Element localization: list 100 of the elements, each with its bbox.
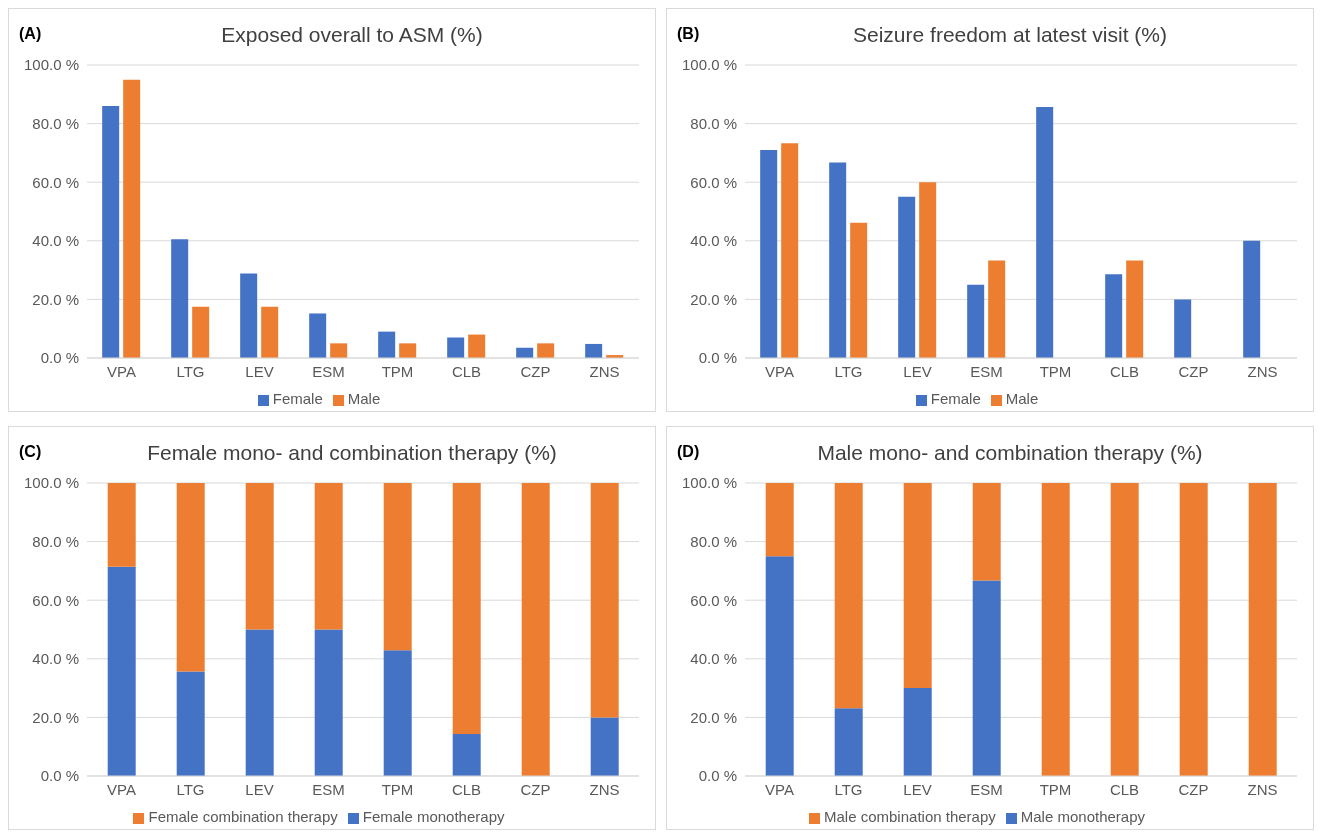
bar	[245, 629, 274, 776]
x-tick-label: ESM	[970, 362, 1003, 380]
x-tick-label: CLB	[1109, 362, 1140, 380]
x-tick-label: ESM	[312, 780, 345, 798]
y-tick-label: 40.0 %	[690, 650, 737, 668]
x-tick-label: CZP	[1178, 780, 1209, 798]
x-tick-label: CZP	[1178, 362, 1209, 380]
x-tick-label: LEV	[245, 362, 274, 380]
x-tick-label: LTG	[834, 780, 863, 798]
x-tick-label: VPA	[107, 362, 136, 380]
bar	[850, 222, 868, 358]
x-tick-label: CZP	[520, 780, 551, 798]
bar	[240, 273, 258, 358]
bar	[171, 239, 189, 358]
bar	[967, 284, 985, 358]
bar	[102, 106, 120, 358]
bar	[1126, 260, 1144, 358]
x-tick-label: VPA	[107, 780, 136, 798]
bar	[330, 343, 348, 358]
bar	[1105, 274, 1123, 358]
bar	[919, 182, 937, 358]
legend-label: Female monotherapy	[362, 808, 505, 825]
legend-label: Male	[1005, 390, 1039, 407]
x-tick-label: CLB	[451, 362, 482, 380]
y-tick-label: 60.0 %	[690, 591, 737, 609]
x-tick-label: LEV	[245, 780, 274, 798]
bar	[192, 306, 210, 358]
chart-title: Female mono- and combination therapy (%)	[146, 441, 558, 465]
bar	[765, 483, 794, 557]
bar	[829, 162, 847, 358]
bar	[399, 343, 417, 358]
legend-label: Female	[272, 390, 323, 407]
bar	[585, 343, 603, 358]
bar	[972, 483, 1001, 581]
bar	[834, 483, 863, 709]
bar	[1243, 240, 1261, 358]
chart-title: Male mono- and combination therapy (%)	[816, 441, 1204, 465]
y-tick-label: 40.0 %	[32, 232, 79, 250]
bar	[107, 566, 136, 776]
text: (A)	[19, 25, 42, 43]
x-tick-label: ZNS	[589, 780, 620, 798]
bar	[245, 483, 274, 630]
y-tick-label: 80.0 %	[690, 532, 737, 550]
bar	[765, 556, 794, 776]
legend-label: Male combination therapy	[824, 808, 996, 825]
bar	[537, 343, 555, 358]
y-tick-label: 60.0 %	[32, 591, 79, 609]
y-tick-label: 40.0 %	[690, 232, 737, 250]
bar	[314, 483, 343, 630]
bar	[903, 483, 932, 689]
x-tick-label: LTG	[834, 362, 863, 380]
y-tick-label: 80.0 %	[32, 114, 79, 132]
bar	[309, 313, 327, 358]
bar	[1036, 106, 1054, 358]
bar	[972, 580, 1001, 776]
legend-label: Female	[930, 390, 981, 407]
bar	[447, 337, 465, 358]
bar	[521, 483, 550, 776]
x-tick-label: ZNS	[1247, 780, 1278, 798]
x-tick-label: CLB	[451, 780, 482, 798]
chart-title: Exposed overall to ASM (%)	[220, 23, 484, 47]
x-tick-label: ESM	[970, 780, 1003, 798]
x-tick-label: TPM	[1039, 362, 1072, 380]
bar	[314, 629, 343, 776]
bar	[760, 149, 778, 358]
bar	[383, 650, 412, 776]
bar	[590, 483, 619, 718]
bar	[781, 143, 799, 358]
y-tick-label: 20.0 %	[690, 708, 737, 726]
x-tick-label: LEV	[903, 362, 932, 380]
y-tick-label: 80.0 %	[690, 114, 737, 132]
bar	[1248, 483, 1277, 776]
bar	[898, 196, 916, 358]
y-tick-label: 100.0 %	[681, 56, 737, 74]
bar	[834, 708, 863, 776]
chart-title: Seizure freedom at latest visit (%)	[852, 23, 1168, 47]
bar	[988, 260, 1006, 358]
y-tick-label: 20.0 %	[32, 290, 79, 308]
y-tick-label: 20.0 %	[32, 708, 79, 726]
x-tick-label: LTG	[176, 780, 205, 798]
bar	[176, 483, 205, 672]
x-tick-label: TPM	[1039, 780, 1072, 798]
y-tick-label: 100.0 %	[23, 56, 79, 74]
bar	[107, 483, 136, 567]
y-tick-label: 0.0 %	[40, 767, 79, 785]
x-tick-label: TPM	[381, 362, 414, 380]
bar	[123, 79, 141, 358]
bar	[1041, 483, 1070, 776]
text: (B)	[677, 25, 700, 43]
legend-label: Male	[347, 390, 381, 407]
x-tick-label: CZP	[520, 362, 551, 380]
bar	[452, 734, 481, 776]
x-tick-label: VPA	[765, 362, 794, 380]
bar	[452, 483, 481, 735]
x-tick-label: ZNS	[589, 362, 620, 380]
y-tick-label: 20.0 %	[690, 290, 737, 308]
legend-label: Female combination therapy	[148, 808, 338, 825]
text: (D)	[677, 443, 700, 461]
y-tick-label: 100.0 %	[681, 474, 737, 492]
y-tick-label: 60.0 %	[32, 173, 79, 191]
